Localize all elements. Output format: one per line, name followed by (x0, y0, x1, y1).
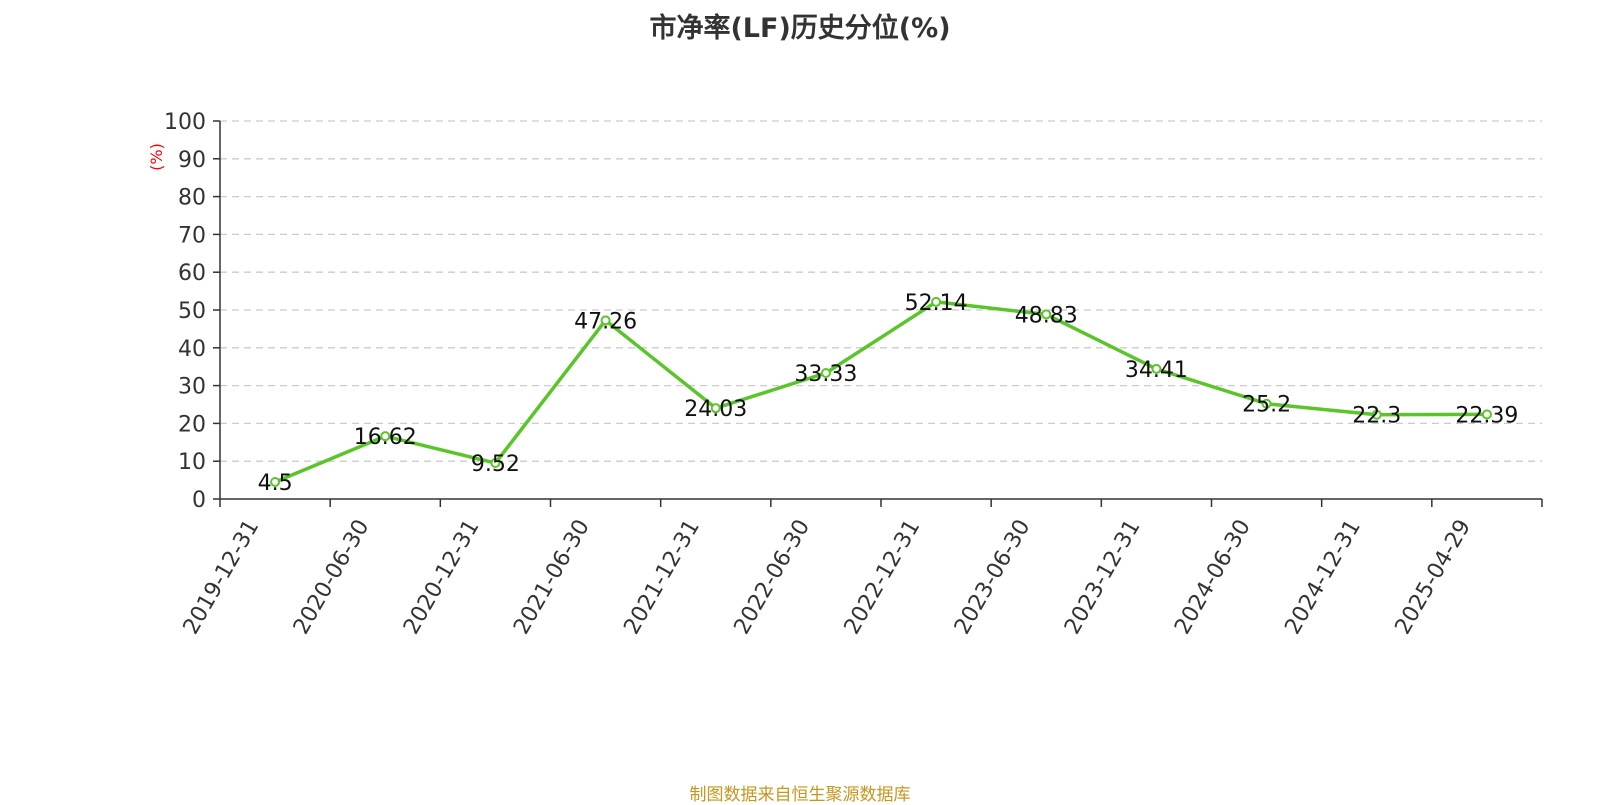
data-source-note: 制图数据来自恒生聚源数据库 (689, 785, 911, 805)
y-tick-label: 0 (192, 488, 206, 513)
y-tick-label: 30 (178, 375, 206, 400)
data-label: 22.39 (1455, 403, 1518, 428)
x-tick-label: 2023-12-31 (1060, 516, 1146, 639)
data-label: 24.03 (684, 397, 747, 422)
y-tick-label: 90 (178, 148, 206, 173)
line-chart: 0 10 20 30 40 50 60 70 80 90 100 (%) 2019-12-31 2020-… (147, 110, 1543, 639)
data-point (1151, 363, 1162, 374)
y-tick-label: 80 (178, 186, 206, 211)
data-label: 48.83 (1015, 303, 1078, 328)
x-tick-label: 2025-04-29 (1391, 516, 1477, 639)
data-label: 47.26 (574, 309, 637, 334)
x-tick-label: 2021-06-30 (509, 516, 595, 639)
data-point (380, 431, 391, 442)
y-tick-label: 100 (164, 110, 206, 135)
data-label: 16.62 (354, 425, 417, 450)
y-axis-label: (%) (147, 143, 166, 171)
y-tick-label: 60 (178, 261, 206, 286)
x-tick-label: 2020-06-30 (289, 516, 375, 639)
x-tick-label: 2024-12-31 (1280, 516, 1366, 639)
data-point (1261, 398, 1272, 409)
data-point (1041, 309, 1052, 320)
x-tick-label: 2021-12-31 (619, 516, 705, 639)
chart-title: 市净率(LF)历史分位(%) (649, 13, 951, 44)
data-point (600, 315, 611, 326)
data-point (1371, 409, 1382, 420)
data-point (820, 368, 831, 379)
x-tick-label: 2022-12-31 (840, 515, 926, 638)
x-tick-label: 2024-06-30 (1170, 516, 1256, 639)
data-point (1481, 409, 1492, 420)
x-tick-label: 2020-12-31 (399, 516, 485, 639)
y-tick-label: 40 (178, 337, 206, 362)
data-label: 52.14 (905, 291, 968, 316)
y-tick-label: 50 (178, 299, 206, 324)
data-point (270, 476, 281, 487)
y-tick-label: 10 (178, 450, 206, 475)
data-label: 33.33 (794, 362, 857, 387)
series-line (274, 300, 1487, 484)
data-point (931, 296, 942, 307)
data-point (710, 403, 721, 414)
data-point (490, 458, 501, 469)
data-label: 22.3 (1352, 404, 1401, 429)
data-label: 9.52 (471, 452, 520, 477)
data-label: 4.5 (258, 471, 293, 496)
y-tick-label: 70 (178, 223, 206, 248)
x-tick-label: 2019-12-31 (179, 516, 265, 639)
x-tick-label: 2022-06-30 (730, 516, 816, 639)
data-label: 34.41 (1125, 358, 1188, 383)
x-tick-label: 2023-06-30 (950, 516, 1036, 639)
data-label: 25.2 (1242, 393, 1291, 418)
y-tick-label: 20 (178, 412, 206, 437)
